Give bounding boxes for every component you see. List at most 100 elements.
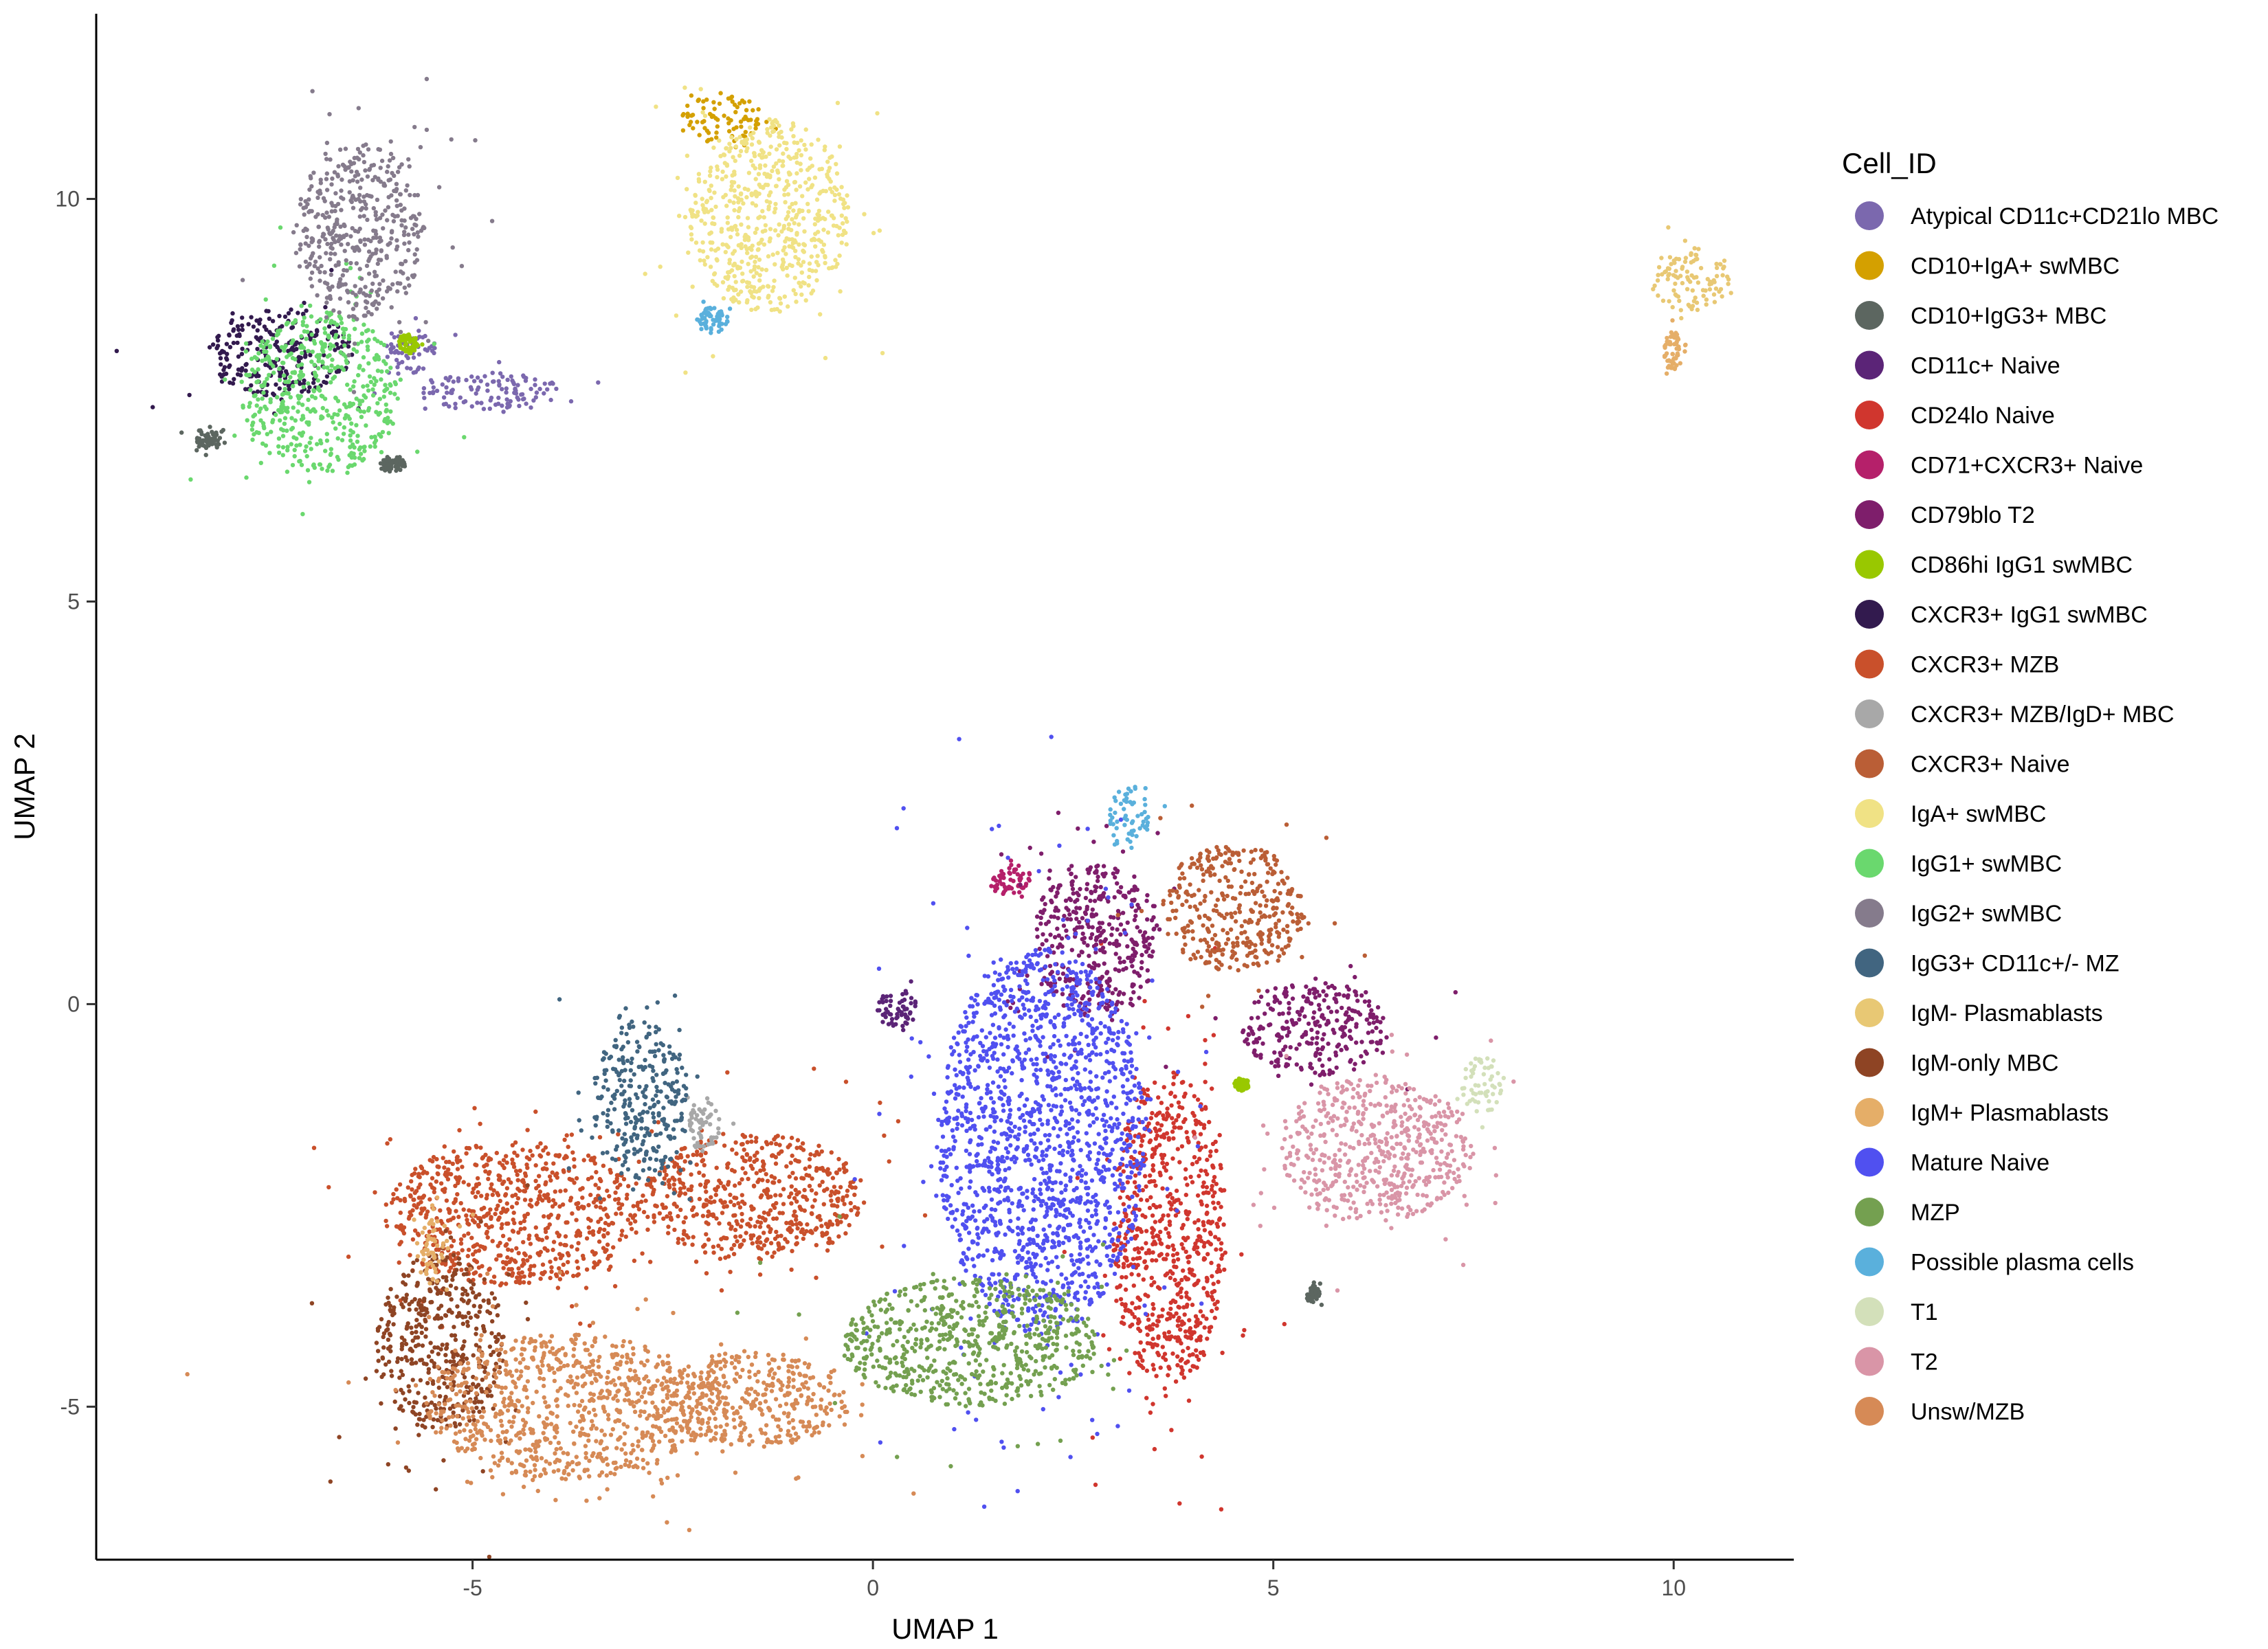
data-point <box>1139 1229 1144 1234</box>
data-point <box>1243 879 1248 884</box>
data-point <box>1297 1017 1302 1022</box>
data-point <box>1127 955 1132 961</box>
data-point <box>802 142 807 148</box>
data-point <box>337 408 342 413</box>
data-point <box>452 1200 456 1205</box>
data-point <box>1147 1205 1153 1211</box>
data-point <box>702 210 707 214</box>
data-point <box>1173 1379 1179 1384</box>
data-point <box>322 326 327 331</box>
data-point <box>1203 1062 1208 1066</box>
data-point <box>781 164 786 168</box>
data-point <box>283 344 288 348</box>
data-point <box>1133 1247 1137 1252</box>
data-point <box>1096 874 1100 879</box>
data-point <box>1145 893 1150 898</box>
data-point <box>203 453 208 458</box>
data-point <box>835 1222 840 1227</box>
data-point <box>909 979 913 984</box>
data-point <box>1281 928 1286 932</box>
data-point <box>421 390 426 395</box>
data-point <box>1133 1236 1138 1241</box>
data-point <box>1143 944 1148 949</box>
data-point <box>1201 1314 1205 1319</box>
data-point <box>1285 1026 1291 1031</box>
data-point <box>1285 1020 1289 1024</box>
data-point <box>456 1251 460 1256</box>
data-point <box>1103 937 1109 942</box>
data-point <box>1246 920 1251 925</box>
data-point <box>618 1182 623 1187</box>
data-point <box>658 265 663 269</box>
data-point <box>769 1141 774 1146</box>
data-point <box>1097 921 1102 926</box>
data-point <box>852 1192 857 1198</box>
data-point <box>791 1213 797 1218</box>
data-point <box>454 1175 458 1180</box>
data-point <box>578 1187 583 1192</box>
data-point <box>1120 849 1126 854</box>
data-point <box>837 144 843 149</box>
data-point <box>261 390 266 395</box>
data-point <box>1221 897 1227 902</box>
data-point <box>367 374 373 379</box>
data-point <box>724 174 729 179</box>
data-point <box>801 248 805 254</box>
data-point <box>1140 1188 1146 1193</box>
data-point <box>726 1254 731 1259</box>
data-point <box>1192 1364 1197 1369</box>
data-point <box>1260 932 1265 936</box>
data-point <box>1222 915 1227 921</box>
data-point <box>909 1000 913 1006</box>
data-point <box>1087 867 1092 873</box>
data-point <box>690 214 695 219</box>
data-point <box>476 1265 482 1270</box>
data-point <box>709 230 714 235</box>
data-point <box>1156 1334 1161 1339</box>
data-point <box>453 405 458 410</box>
data-point <box>786 210 791 215</box>
data-point <box>292 447 297 453</box>
data-point <box>880 1020 885 1024</box>
data-point <box>373 1190 377 1195</box>
data-point <box>1267 1022 1271 1028</box>
data-point <box>1145 1332 1150 1337</box>
data-point <box>1175 1251 1180 1256</box>
data-point <box>709 1102 714 1107</box>
data-point <box>1040 942 1045 947</box>
data-point <box>1172 1264 1177 1269</box>
data-point <box>509 1248 514 1253</box>
data-point <box>725 276 730 281</box>
data-point <box>758 1220 764 1225</box>
data-point <box>685 1154 690 1159</box>
data-point <box>1212 1302 1217 1307</box>
data-point <box>187 392 192 398</box>
data-point <box>1135 1360 1140 1365</box>
data-point <box>1297 1042 1302 1047</box>
data-point <box>537 1189 543 1194</box>
data-point <box>813 232 818 236</box>
data-point <box>832 192 838 197</box>
data-point <box>1217 878 1222 884</box>
data-point <box>766 1211 770 1216</box>
data-point <box>588 1218 593 1223</box>
data-point <box>837 225 842 230</box>
data-point <box>808 156 813 161</box>
data-point <box>1124 1214 1129 1219</box>
data-point <box>1133 1305 1138 1311</box>
data-point <box>643 271 647 276</box>
data-point <box>821 1202 827 1207</box>
data-point <box>1121 1261 1126 1266</box>
data-point <box>716 1244 721 1248</box>
data-point <box>745 1140 750 1145</box>
data-point <box>419 1164 423 1169</box>
data-point <box>1220 864 1225 868</box>
data-point <box>748 133 753 137</box>
data-point <box>715 117 720 122</box>
data-point <box>1115 1285 1120 1290</box>
data-point <box>717 1221 722 1226</box>
data-point <box>255 328 260 333</box>
data-point <box>913 1000 918 1005</box>
data-point <box>224 341 230 346</box>
data-point <box>1147 942 1152 947</box>
